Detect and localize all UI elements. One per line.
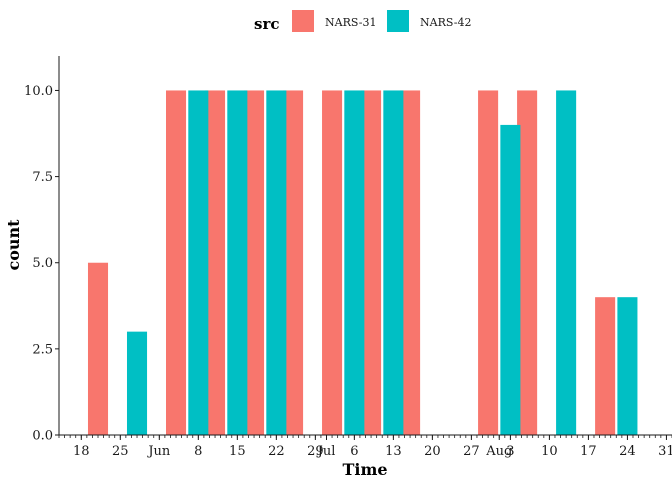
legend-title: src (254, 15, 279, 33)
bar-nars-42-2021-08-24 (617, 297, 638, 435)
x-tick-label: Jul (316, 444, 336, 459)
x-tick-label: 3 (506, 444, 514, 459)
y-axis-title: count (4, 219, 23, 271)
legend-label-nars-31: NARS-31 (325, 16, 377, 29)
bar-nars-42-2021-07-06 (344, 90, 365, 435)
legend-swatch-nars-42 (387, 10, 409, 32)
x-tick-label: 15 (229, 444, 246, 459)
bar-nars-31-2021-08-06 (517, 90, 538, 435)
bar-nars-31-2021-07-09 (361, 90, 382, 435)
y-tick-label: 10.0 (24, 84, 53, 99)
y-axis-ticks: 0.0 2.5 5.0 7.5 10.0 (24, 84, 59, 444)
bar-nars-31-2021-07-16 (400, 90, 421, 435)
x-tick-label: 17 (580, 444, 597, 459)
y-tick-label: 7.5 (32, 170, 53, 185)
x-tick-label: 29 (307, 444, 324, 459)
legend-label-nars-42: NARS-42 (420, 16, 472, 29)
x-tick-label: 18 (73, 444, 90, 459)
bar-nars-42-2021-06-08 (188, 90, 209, 435)
bar-nars-31-2021-07-02 (322, 90, 343, 435)
x-tick-label: 25 (112, 444, 129, 459)
legend-swatch-nars-31 (292, 10, 314, 32)
bar-nars-31-2021-06-11 (205, 90, 226, 435)
bar-nars-42-2021-08-03 (500, 124, 521, 435)
bar-nars-31-2021-06-04 (166, 90, 187, 435)
bar-nars-42-2021-05-28 (126, 331, 148, 435)
bar-nars-42-2021-06-22 (266, 90, 287, 435)
x-tick-label: 10 (541, 444, 558, 459)
y-tick-label: 2.5 (32, 342, 53, 357)
x-tick-label: Jun (146, 444, 171, 459)
y-tick-label: 0.0 (32, 429, 53, 444)
x-tick-label: 8 (194, 444, 202, 459)
bar-nars-42-2021-08-13 (556, 90, 577, 435)
bars-layer (87, 90, 638, 435)
bar-nars-31-2021-06-25 (283, 90, 304, 435)
bar-nars-31-2021-06-18 (244, 90, 265, 435)
bar-nars-42-2021-07-13 (383, 90, 404, 435)
x-tick-label: 20 (424, 444, 441, 459)
bar-nars-31-2021-05-21 (87, 262, 109, 435)
legend: src NARS-31 NARS-42 (254, 10, 472, 33)
x-tick-label: 31 (658, 444, 672, 459)
x-axis-title: Time (342, 460, 387, 479)
x-tick-label: 27 (463, 444, 480, 459)
x-tick-label: 24 (619, 444, 636, 459)
bar-nars-31-2021-08-20 (595, 297, 616, 435)
x-tick-label: 13 (385, 444, 402, 459)
bar-nars-42-2021-06-15 (227, 90, 248, 435)
x-tick-label: Aug (485, 444, 512, 459)
y-tick-label: 5.0 (32, 256, 53, 271)
x-tick-label: 6 (350, 444, 358, 459)
x-tick-label: 22 (268, 444, 285, 459)
bar-nars-31-2021-07-30 (478, 90, 499, 435)
